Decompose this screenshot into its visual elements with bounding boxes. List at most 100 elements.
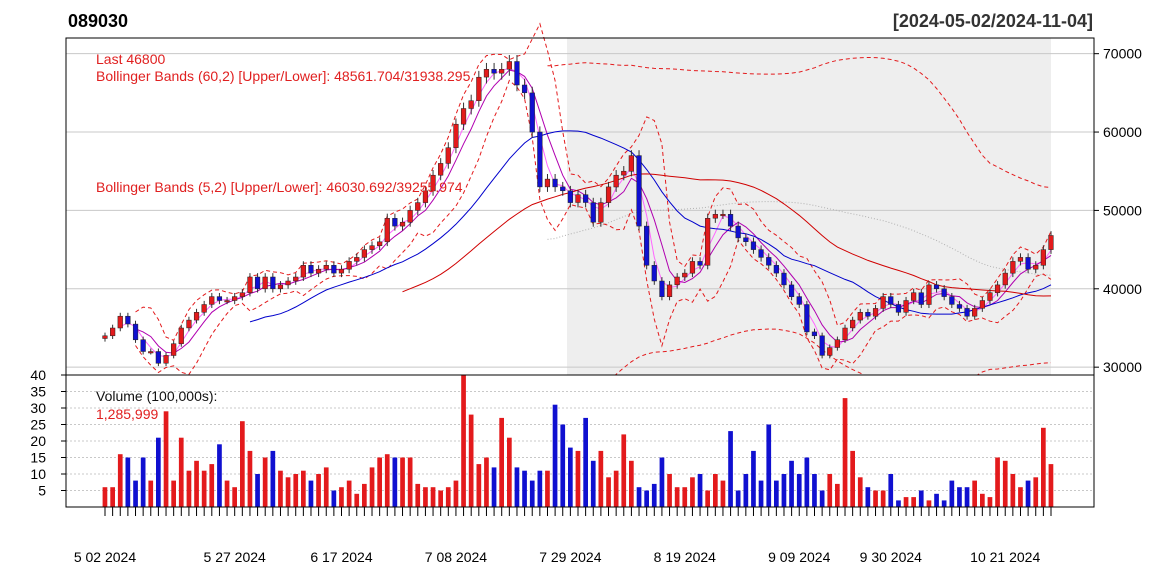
- volume-bar: [537, 470, 543, 507]
- volume-bar: [1010, 474, 1016, 507]
- volume-bar: [323, 467, 329, 507]
- x-tick-label: 9 30 2024: [860, 549, 922, 565]
- candle-body: [1010, 261, 1016, 274]
- volume-bar: [156, 437, 161, 507]
- volume-bar: [682, 487, 688, 507]
- candle-body: [1017, 257, 1024, 262]
- candle-body: [1002, 272, 1008, 286]
- sma-40-line: [402, 173, 1052, 297]
- volume-bar: [926, 500, 932, 507]
- x-tick-label: 7 29 2024: [539, 549, 601, 565]
- candle-body: [605, 186, 612, 203]
- volume-bar: [476, 464, 482, 507]
- volume-bar: [972, 480, 977, 507]
- candle-body: [384, 218, 390, 243]
- candle-body: [506, 61, 512, 70]
- volume-bar: [331, 490, 337, 507]
- candle-body: [590, 202, 596, 223]
- candle-body: [804, 304, 810, 333]
- volume-bar: [1048, 464, 1054, 507]
- x-axis: 5 02 2024 5 27 2024 6 17 2024 7 08 2024 7 29…: [74, 507, 1052, 565]
- candle-body: [926, 284, 932, 305]
- candle-body: [933, 284, 940, 290]
- volume-bars: [102, 375, 1054, 507]
- volume-bar: [987, 497, 993, 507]
- candle-body: [689, 261, 696, 274]
- volume-bar: [209, 464, 215, 507]
- volume-bar: [667, 474, 672, 507]
- volume-bar: [430, 487, 436, 507]
- volume-bar: [507, 437, 512, 507]
- candle-body: [743, 237, 749, 242]
- volume-bar: [796, 474, 802, 507]
- volume-bar: [384, 454, 390, 507]
- volume-bar: [217, 444, 222, 507]
- candle-body: [583, 194, 589, 203]
- volume-tick-label: 35: [30, 384, 46, 400]
- candle-body: [811, 331, 818, 337]
- volume-bar: [896, 500, 901, 507]
- bollinger-5-upper-line: [135, 22, 1052, 341]
- volume-bar: [1018, 487, 1023, 507]
- volume-bar: [178, 437, 184, 507]
- candle-body: [705, 218, 711, 266]
- volume-bar: [659, 457, 665, 507]
- volume-bar: [461, 375, 466, 507]
- candle-body: [338, 268, 345, 274]
- volume-bar: [255, 474, 260, 507]
- candle-body: [857, 312, 863, 321]
- volume-bar: [316, 474, 321, 507]
- volume-bar: [240, 421, 245, 507]
- volume-bar: [354, 493, 360, 507]
- candle-body: [102, 335, 108, 339]
- date-range: [2024-05-02/2024-11-04]: [893, 11, 1093, 31]
- volume-bar: [903, 497, 909, 507]
- candle-body: [956, 304, 963, 309]
- volume-bar: [110, 487, 115, 507]
- candle-body: [300, 265, 306, 278]
- chart-title: 089030: [68, 11, 128, 31]
- candle-body: [155, 351, 161, 364]
- volume-bar: [224, 480, 230, 507]
- volume-tick-label: 10: [30, 466, 46, 482]
- price-tick-label: 50000: [1103, 202, 1142, 218]
- candle-body: [644, 225, 650, 266]
- volume-bar: [758, 480, 764, 507]
- candle-body: [254, 276, 261, 290]
- volume-bar: [270, 450, 276, 507]
- candle-body: [994, 284, 1001, 293]
- volume-tick-label: 25: [30, 417, 46, 433]
- candle-body: [163, 355, 169, 364]
- candle-body: [598, 202, 604, 223]
- candle-body: [468, 100, 474, 109]
- volume-bar: [949, 480, 955, 507]
- volume-bar: [606, 477, 611, 507]
- x-tick-label: 9 09 2024: [768, 549, 830, 565]
- candle-body: [575, 194, 581, 203]
- volume-bar: [674, 487, 680, 507]
- candle-body: [727, 214, 734, 227]
- candle-body: [499, 69, 505, 74]
- x-tick-label: 5 27 2024: [204, 549, 266, 565]
- volume-bar: [560, 424, 566, 507]
- volume-bar: [964, 487, 970, 507]
- volume-bar: [552, 404, 558, 507]
- volume-bar: [423, 487, 428, 507]
- x-tick-label: 7 08 2024: [425, 549, 487, 565]
- volume-tick-label: 40: [30, 367, 46, 383]
- candle-body: [270, 276, 276, 290]
- volume-bar: [163, 411, 169, 507]
- bollinger-60-label: Bollinger Bands (60,2) [Upper/Lower]: 48…: [96, 68, 471, 84]
- candle-body: [1033, 265, 1039, 270]
- candle-body: [750, 241, 757, 250]
- volume-bar: [644, 490, 649, 507]
- volume-bar: [835, 483, 840, 507]
- price-panel: 30000 40000 50000 60000 70000 Last 46800 Bol…: [65, 22, 1142, 414]
- volume-bar: [415, 483, 421, 507]
- volume-bar: [697, 474, 703, 507]
- bollinger-60-lower-line: [547, 328, 1052, 414]
- candle-body: [277, 284, 284, 290]
- volume-bar: [148, 480, 154, 507]
- volume-bar: [957, 487, 962, 507]
